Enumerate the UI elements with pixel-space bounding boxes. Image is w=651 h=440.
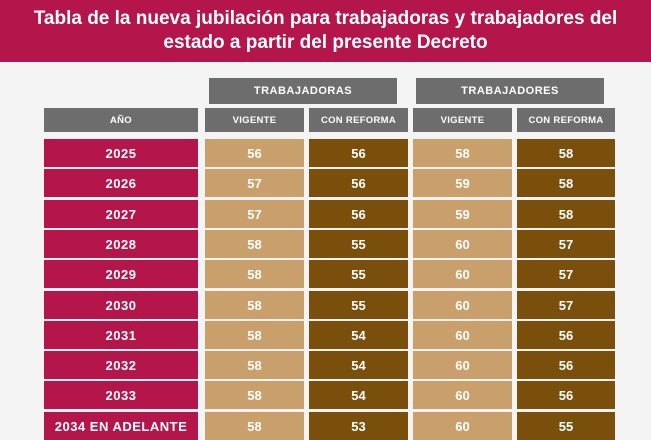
men-reform-cell: 57 [517,291,615,319]
women-current-cell: 58 [205,230,304,258]
men-current-cell: 59 [413,169,512,197]
women-current-cell: 58 [205,260,304,288]
group-header-women: TRABAJADORAS [209,78,397,104]
women-current-cell: 57 [205,200,304,228]
men-current-cell: 60 [413,412,512,440]
men-current-cell: 60 [413,351,512,379]
men-reform-cell: 58 [517,169,615,197]
men-reform-cell: 56 [517,381,615,409]
men-current-cell: 60 [413,381,512,409]
year-cell: 2032 [44,351,198,379]
men-current-cell: 60 [413,321,512,349]
women-current-cell: 58 [205,412,304,440]
year-cell: 2027 [44,200,198,228]
women-reform-cell: 55 [309,260,408,288]
year-cell: 2031 [44,321,198,349]
men-current-cell: 60 [413,260,512,288]
women-reform-cell: 53 [309,412,408,440]
men-reform-cell: 55 [517,412,615,440]
women-reform-cell: 54 [309,381,408,409]
women-reform-cell: 55 [309,230,408,258]
women-current-cell: 56 [205,139,304,167]
women-reform-cell: 56 [309,169,408,197]
men-reform-cell: 57 [517,230,615,258]
year-cell: 2026 [44,169,198,197]
men-reform-cell: 56 [517,351,615,379]
women-reform-cell: 55 [309,291,408,319]
year-cell: 2029 [44,260,198,288]
women-current-cell: 58 [205,381,304,409]
group-header-men: TRABAJADORES [416,78,604,104]
title-line-2: estado a partir del presente Decreto [163,32,488,53]
year-cell: 2034 EN ADELANTE [44,412,198,440]
year-cell: 2030 [44,291,198,319]
year-cell: 2033 [44,381,198,409]
year-cell: 2025 [44,139,198,167]
title-banner: Tabla de la nueva jubilación para trabaj… [0,0,651,62]
men-reform-cell: 56 [517,321,615,349]
column-header-men-current: VIGENTE [413,108,512,132]
column-header-women-reform: CON REFORMA [309,108,408,132]
men-reform-cell: 58 [517,139,615,167]
women-reform-cell: 54 [309,351,408,379]
men-current-cell: 60 [413,291,512,319]
men-current-cell: 60 [413,230,512,258]
men-reform-cell: 57 [517,260,615,288]
men-current-cell: 58 [413,139,512,167]
women-reform-cell: 56 [309,139,408,167]
men-current-cell: 59 [413,200,512,228]
title-line-1: Tabla de la nueva jubilación para trabaj… [33,8,618,29]
men-reform-cell: 58 [517,200,615,228]
year-cell: 2028 [44,230,198,258]
women-current-cell: 58 [205,351,304,379]
column-header-women-current: VIGENTE [205,108,304,132]
column-header-men-reform: CON REFORMA [517,108,615,132]
women-current-cell: 58 [205,321,304,349]
women-current-cell: 57 [205,169,304,197]
women-reform-cell: 54 [309,321,408,349]
women-reform-cell: 56 [309,200,408,228]
women-current-cell: 58 [205,291,304,319]
column-header-year: AÑO [44,108,198,132]
